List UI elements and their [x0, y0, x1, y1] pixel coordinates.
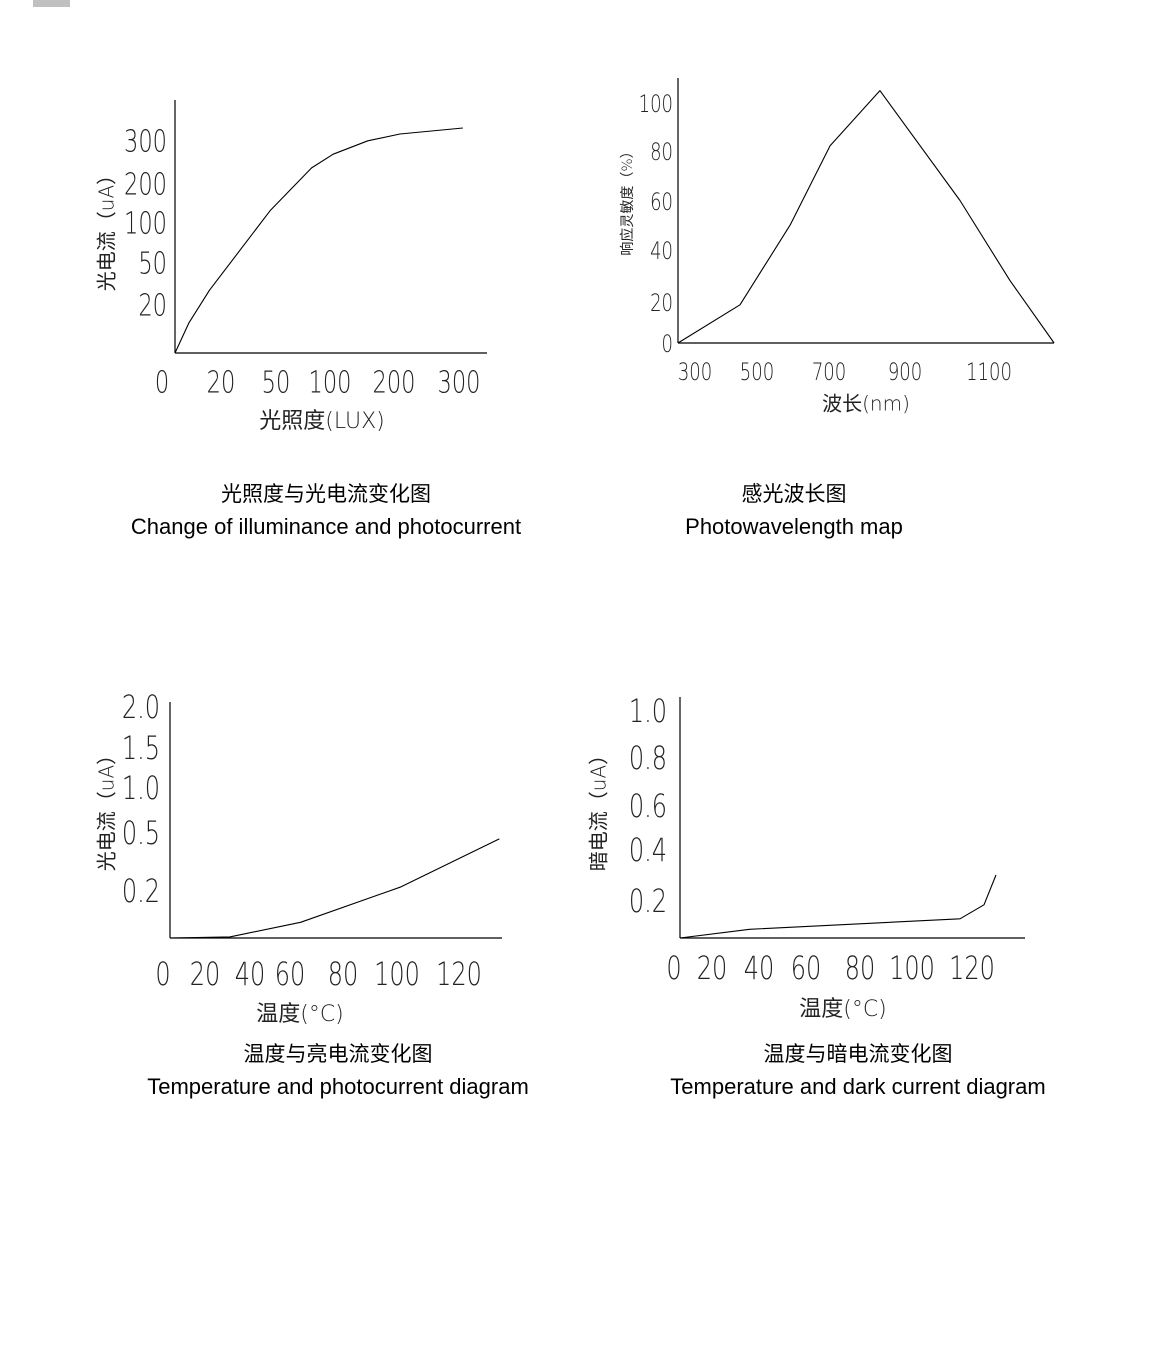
- chart-4-y-axis-label: 暗电流（uA）: [587, 745, 611, 871]
- chart-3-y-tick-label: 1.5: [122, 730, 160, 767]
- chart-1-x-tick-label: 0: [155, 365, 169, 400]
- header-bar: [33, 0, 70, 7]
- chart-3-x-tick-label: 60: [275, 956, 306, 993]
- chart-2-caption-cn: 感光波长图: [741, 482, 847, 506]
- chart-4-caption-cn: 温度与暗电流变化图: [763, 1042, 953, 1066]
- chart-1-series-line: [174, 127, 463, 354]
- chart-2-y-tick-label: 20: [650, 289, 673, 317]
- chart-3-caption-en: Temperature and photocurrent diagram: [147, 1074, 529, 1099]
- chart-1-x-tick-label: 100: [309, 365, 352, 400]
- chart-1-y-tick-label: 100: [124, 206, 167, 241]
- chart-1-x-tick-label: 200: [373, 365, 416, 400]
- chart-4-x-tick-label: 20: [697, 950, 728, 987]
- chart-2-y-tick-label: 0: [662, 330, 673, 358]
- chart-2-caption-en: Photowavelength map: [685, 514, 903, 539]
- chart-2-x-tick-label: 900: [888, 358, 922, 386]
- chart-4-y-tick-label: 0.4: [629, 832, 667, 869]
- chart-4-x-axis-label: 温度(°C): [799, 997, 887, 1022]
- chart-3-x-tick-label: 0: [155, 956, 170, 993]
- chart-2-x-axis-label: 波长(nm): [822, 392, 910, 416]
- chart-1-y-tick-label: 200: [124, 167, 167, 202]
- chart-4-y-tick-label: 1.0: [629, 693, 667, 730]
- chart-2-y-tick-label: 40: [650, 237, 673, 265]
- chart-3-y-tick-label: 0.2: [122, 873, 160, 910]
- chart-2-caption: 感光波长图 Photowavelength map: [594, 478, 994, 540]
- chart-4-x-tick-label: 100: [889, 950, 935, 987]
- chart-1-y-tick-label: 300: [124, 124, 167, 159]
- chart-3-y-tick-label: 1.0: [122, 770, 160, 807]
- chart-2-y-axis-label: 响应灵敏度（%）: [619, 144, 636, 255]
- chart-4-y-tick-label: 0.2: [629, 883, 667, 920]
- chart-3-x-tick-label: 120: [436, 956, 482, 993]
- chart-3-x-tick-label: 20: [190, 956, 221, 993]
- chart-4-caption: 温度与暗电流变化图 Temperature and dark current d…: [628, 1038, 1088, 1100]
- chart-3-x-axis-label: 温度(°C): [256, 1002, 344, 1027]
- chart-3-x-tick-label: 40: [235, 956, 266, 993]
- chart-1-y-tick-label: 50: [138, 246, 167, 281]
- chart-2-x-tick-label: 500: [740, 358, 774, 386]
- chart-4-x-tick-label: 40: [744, 950, 775, 987]
- chart-1-y-tick-label: 20: [138, 288, 167, 323]
- chart-1-caption: 光照度与光电流变化图 Change of illuminance and pho…: [96, 478, 556, 540]
- chart-4-x-tick-label: 80: [845, 950, 876, 987]
- chart-2-x-tick-label: 300: [678, 358, 712, 386]
- chart-4-y-tick-label: 0.6: [629, 788, 667, 825]
- chart-4-x-tick-label: 60: [791, 950, 822, 987]
- chart-2-x-tick-label: 700: [812, 358, 846, 386]
- chart-1-x-tick-label: 20: [207, 365, 236, 400]
- chart-2-y-tick-label: 100: [639, 90, 673, 118]
- chart-2-y-tick-label: 80: [650, 138, 673, 166]
- chart-3-y-axis-label: 光电流（uA）: [95, 745, 119, 871]
- chart-2-y-tick-label: 60: [650, 188, 673, 216]
- chart-1-caption-en: Change of illuminance and photocurrent: [130, 514, 522, 539]
- chart-1-x-axis-label: 光照度(LUX): [259, 409, 385, 434]
- chart-2-x-tick-label: 1100: [966, 358, 1012, 386]
- chart-1-x-tick-label: 300: [438, 365, 481, 400]
- chart-4-series-line: [679, 874, 997, 939]
- chart-3-x-tick-label: 80: [328, 956, 359, 993]
- chart-4-x-tick-label: 120: [949, 950, 995, 987]
- chart-4-y-tick-label: 0.8: [629, 740, 667, 777]
- chart-2-series-line: [677, 90, 1055, 344]
- chart-3-x-tick-label: 100: [374, 956, 420, 993]
- chart-3-caption-cn: 温度与亮电流变化图: [243, 1042, 433, 1066]
- chart-4-x-tick-label: 0: [666, 950, 681, 987]
- chart-3-y-tick-label: 2.0: [122, 689, 160, 726]
- chart-3-series-line: [169, 838, 500, 939]
- chart-4-caption-en: Temperature and dark current diagram: [670, 1074, 1046, 1099]
- chart-1-x-tick-label: 50: [262, 365, 291, 400]
- chart-3-caption: 温度与亮电流变化图 Temperature and photocurrent d…: [108, 1038, 568, 1100]
- chart-1-y-axis-label: 光电流（uA）: [95, 165, 119, 291]
- chart-1-caption-cn: 光照度与光电流变化图: [221, 482, 431, 506]
- chart-3-y-tick-label: 0.5: [122, 815, 160, 852]
